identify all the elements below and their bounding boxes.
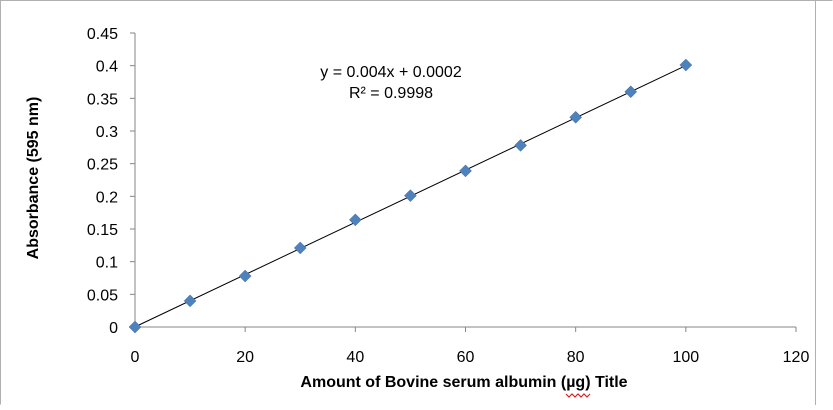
y-tick-label: 0.25 <box>87 157 118 174</box>
y-tick-label: 0 <box>109 320 118 337</box>
data-point <box>514 139 527 152</box>
y-tick-label: 0.15 <box>87 222 118 239</box>
x-tick-label: 0 <box>131 349 140 366</box>
x-tick-label: 100 <box>672 349 699 366</box>
x-tick-label: 20 <box>236 349 254 366</box>
data-point <box>293 241 307 255</box>
data-point <box>348 213 362 227</box>
x-axis-title: Amount of Bovine serum albumin (µg) Titl… <box>300 374 627 391</box>
x-tick-labels: 0 20 40 60 80 100 120 <box>131 349 810 366</box>
axes <box>130 32 797 332</box>
data-point <box>459 164 472 178</box>
data-point <box>569 110 583 124</box>
data-point <box>404 189 417 203</box>
data-point <box>183 294 197 308</box>
y-tick-label: 0.1 <box>96 255 118 272</box>
y-tick-labels: 0 0.05 0.1 0.15 0.2 0.25 0.3 0.35 0.4 0.45 <box>87 26 118 337</box>
trendline-equation: y = 0.004x + 0.0002 <box>320 64 462 81</box>
data-point <box>238 269 252 283</box>
data-point <box>128 320 142 334</box>
y-tick-label: 0.45 <box>87 26 118 43</box>
y-tick-label: 0.2 <box>96 189 118 206</box>
x-tick-label: 120 <box>783 349 810 366</box>
x-tick-label: 80 <box>567 349 585 366</box>
y-tick-label: 0.3 <box>96 124 118 141</box>
x-tick-label: 60 <box>457 349 475 366</box>
y-tick-label: 0.05 <box>87 287 118 304</box>
x-tick-label: 40 <box>346 349 364 366</box>
y-tick-label: 0.35 <box>87 91 118 108</box>
data-point <box>679 58 693 72</box>
y-tick-label: 0.4 <box>96 59 118 76</box>
data-point <box>624 85 638 99</box>
spellcheck-underline <box>565 393 591 398</box>
y-axis-title: Absorbance (595 nm) <box>25 97 42 260</box>
r-squared-label: R² = 0.9998 <box>349 85 433 102</box>
data-points <box>128 58 693 334</box>
